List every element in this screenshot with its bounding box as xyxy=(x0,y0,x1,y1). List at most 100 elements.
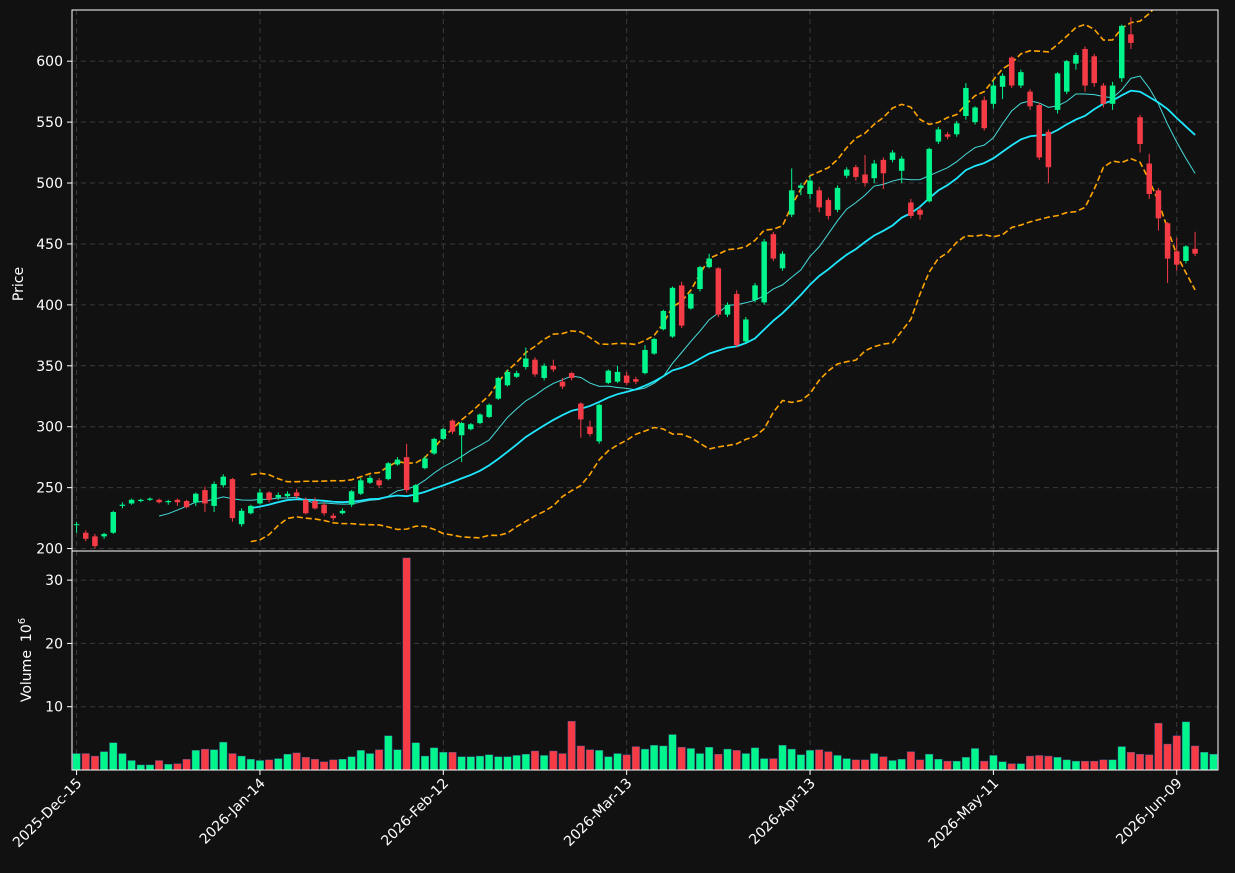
candle-body xyxy=(935,129,942,142)
candle-body xyxy=(183,501,190,508)
candle-body xyxy=(211,483,217,506)
volume-bar xyxy=(870,753,879,771)
volume-bars xyxy=(72,557,1218,771)
candle-body xyxy=(110,512,117,533)
candle-body xyxy=(798,185,804,188)
volume-bar xyxy=(769,758,778,771)
candle-body xyxy=(550,365,557,370)
candle-body xyxy=(1027,91,1033,107)
price-tick-label: 600 xyxy=(36,54,63,70)
volume-panel-frame xyxy=(71,550,1219,771)
candle-body xyxy=(1118,25,1125,79)
band-lower-line xyxy=(250,157,1196,543)
candle-body xyxy=(165,501,172,503)
volume-bar xyxy=(411,742,420,771)
candle-body xyxy=(513,373,520,377)
candle-body xyxy=(972,107,978,123)
volume-bar xyxy=(989,755,998,771)
volume-bar xyxy=(521,753,530,771)
candle-body xyxy=(83,532,89,539)
volume-bar xyxy=(109,742,118,771)
candle-body xyxy=(92,536,98,547)
candle-body xyxy=(468,424,474,430)
candle-body xyxy=(138,499,144,502)
volume-bar xyxy=(200,748,209,771)
volume-bar xyxy=(833,755,842,771)
candle-body xyxy=(1192,248,1198,254)
candle-body xyxy=(312,501,318,509)
volume-bar xyxy=(787,748,796,771)
candle-body xyxy=(403,457,410,491)
candle-body xyxy=(623,375,630,383)
candle-body xyxy=(413,485,419,503)
candle-body xyxy=(816,190,822,208)
candle-body xyxy=(605,370,612,383)
candle-body xyxy=(275,494,282,498)
candle-body xyxy=(477,414,483,424)
volume-bar xyxy=(567,721,576,771)
candle-body xyxy=(908,202,914,216)
volume-bar xyxy=(219,741,228,771)
volume-bar xyxy=(255,760,264,771)
volume-bar xyxy=(668,734,677,771)
volume-bar xyxy=(613,753,622,771)
volume-bar xyxy=(879,756,888,771)
volume-bar xyxy=(925,753,934,771)
candle-body xyxy=(523,358,529,368)
volume-bar xyxy=(897,759,906,771)
candle-body xyxy=(669,287,676,337)
volume-bar xyxy=(934,759,943,771)
volume-bar xyxy=(393,749,402,771)
candle-body xyxy=(1164,223,1171,259)
volume-tick-label: 20 xyxy=(45,636,63,652)
volume-bar xyxy=(906,751,915,771)
candle-body xyxy=(733,293,740,346)
candle-body xyxy=(807,180,813,194)
volume-bar xyxy=(1154,722,1163,771)
candle-body xyxy=(770,234,777,259)
candle-body xyxy=(825,200,832,216)
volume-bar xyxy=(173,763,182,771)
candle-body xyxy=(1173,251,1180,265)
volume-bar xyxy=(439,752,448,771)
volume-bar xyxy=(650,745,659,771)
volume-bar xyxy=(861,759,869,771)
volume-bar xyxy=(714,753,723,771)
volume-bar xyxy=(283,753,292,771)
candle-body xyxy=(1018,72,1024,86)
volume-bar xyxy=(100,751,109,771)
volume-bar xyxy=(751,747,759,771)
candle-body xyxy=(1155,190,1162,219)
volume-bar xyxy=(366,753,374,771)
volume-bar xyxy=(732,750,741,771)
candle-body xyxy=(174,499,181,503)
volume-bar xyxy=(888,760,897,771)
volume-bar xyxy=(971,748,980,771)
volume-bar xyxy=(1136,753,1145,771)
candle-body xyxy=(1054,73,1061,110)
volume-bar xyxy=(145,764,154,771)
candle-body xyxy=(486,404,492,417)
volume-bar xyxy=(659,745,668,771)
candle-body xyxy=(761,241,767,303)
volume-bar xyxy=(228,753,237,771)
candle-body xyxy=(266,492,272,500)
volume-bar xyxy=(512,755,521,771)
candle-body xyxy=(495,377,502,399)
candle-body xyxy=(743,319,749,342)
volume-bar xyxy=(237,755,246,771)
volume-bar xyxy=(127,760,136,771)
volume-bar xyxy=(457,756,466,771)
candle-body xyxy=(293,492,300,497)
price-tick-label: 250 xyxy=(36,481,63,497)
volume-bar xyxy=(1007,763,1016,771)
volume-bar xyxy=(806,750,814,771)
volume-axis-title: Volume xyxy=(19,650,35,702)
volume-bar xyxy=(1163,743,1172,771)
candle-body xyxy=(1073,55,1079,64)
volume-bar xyxy=(118,753,127,771)
price-tick-label: 400 xyxy=(36,298,63,314)
candle-body xyxy=(898,158,905,171)
candle-body xyxy=(688,293,694,309)
